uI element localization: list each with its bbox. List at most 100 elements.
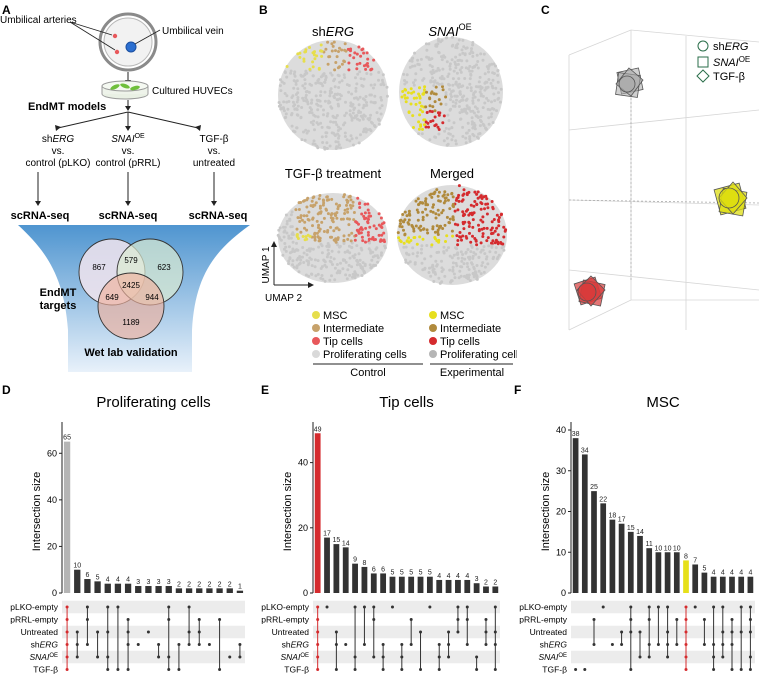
matrix-row-label: pLKO-empty (261, 602, 309, 612)
matrix-dot (574, 668, 578, 671)
umap-point (358, 206, 362, 209)
umap-point (313, 231, 317, 235)
umap-point (356, 72, 360, 76)
matrix-dot (721, 630, 725, 634)
umap-point (369, 113, 373, 117)
umap-point (331, 44, 335, 48)
umap-point (445, 143, 449, 147)
umap-point (484, 257, 488, 261)
umap-point (412, 83, 416, 87)
umap-point (377, 70, 381, 74)
umap-point (316, 99, 320, 103)
umap-point (305, 205, 309, 209)
umap-point (329, 225, 333, 229)
umap-point (470, 69, 474, 73)
bar-value-label: 17 (618, 517, 626, 524)
umap-point (305, 253, 309, 257)
umap-point (464, 141, 468, 145)
umap-point (311, 74, 315, 78)
umap-point (429, 274, 433, 278)
umap-point (355, 52, 359, 56)
umap-point (337, 86, 341, 89)
umap-point (471, 96, 475, 100)
umap-point (314, 274, 318, 278)
umap-point (327, 198, 331, 202)
umap-point (327, 252, 331, 255)
umap-point (426, 231, 430, 235)
umap-point (358, 70, 362, 74)
umap-point (333, 96, 336, 100)
umap-point (380, 233, 384, 237)
umap-point (441, 227, 445, 230)
umap-point (448, 221, 452, 225)
umap-point (359, 77, 363, 81)
matrix-dot (409, 618, 413, 621)
matrix-row-label: shERG (540, 640, 568, 650)
umap-point (415, 208, 419, 212)
bar (492, 586, 499, 593)
umap-point (304, 128, 308, 132)
umap-point (455, 264, 459, 268)
venn-circle-tgf (97, 272, 165, 340)
umap-point (402, 72, 406, 76)
umap-point (490, 241, 493, 245)
umap-point (421, 127, 424, 131)
bar-value-label: 4 (456, 573, 460, 580)
umap-point (295, 241, 298, 245)
umap-point (437, 128, 441, 131)
legend-swatch-intermediate (429, 324, 437, 332)
umap-point (437, 113, 441, 117)
umap-point (446, 75, 450, 78)
legend-control: MSC Intermediate Tip cells Proliferating… (312, 310, 423, 379)
umap-point (279, 78, 282, 82)
umap-point (447, 72, 451, 76)
umap-point (377, 117, 381, 121)
umap-point (326, 248, 330, 252)
matrix-row-label: SNAIOE (29, 652, 58, 662)
umap-point (277, 101, 281, 104)
umap-point (305, 248, 309, 252)
umap-point (302, 59, 306, 63)
umap-point (303, 238, 307, 242)
umap-point (444, 126, 448, 130)
umap-point (485, 65, 489, 69)
umap-point (457, 184, 461, 188)
umap-point (491, 78, 495, 82)
umap-point (374, 247, 378, 251)
umap-point (459, 85, 463, 89)
matrix-dot (157, 655, 161, 659)
umap-point (303, 86, 307, 90)
umap-point (460, 66, 464, 69)
umap-point (380, 222, 384, 226)
umap-point (336, 140, 340, 144)
umap-point (331, 120, 335, 124)
umap-point (447, 119, 451, 123)
umap-point (377, 122, 381, 126)
umap-point (483, 207, 486, 211)
umap-point (440, 82, 444, 86)
bar-value-label: 7 (693, 557, 697, 564)
umap-point (373, 94, 377, 98)
umap-point (304, 235, 308, 239)
umap-point (301, 255, 304, 259)
umap-point (303, 78, 307, 82)
umap-point (494, 250, 498, 254)
matrix-row-label: shERG (282, 640, 310, 650)
umap-point (313, 128, 316, 132)
matrix-dot (465, 605, 469, 609)
umap-point (318, 239, 322, 243)
umap-point (476, 60, 480, 63)
umap-point (349, 198, 353, 202)
umap-point (295, 227, 299, 231)
umap-point (462, 188, 466, 192)
umap-point (282, 235, 286, 239)
umap-point (411, 252, 415, 256)
umap-point (455, 234, 459, 238)
matrix-dot (702, 618, 706, 621)
bar-value-label: 3 (475, 576, 479, 583)
matrix-dot (666, 605, 670, 609)
matrix-dot (493, 668, 497, 671)
matrix-dot (106, 655, 110, 659)
umap-point (440, 259, 443, 263)
umap-point (433, 109, 437, 113)
